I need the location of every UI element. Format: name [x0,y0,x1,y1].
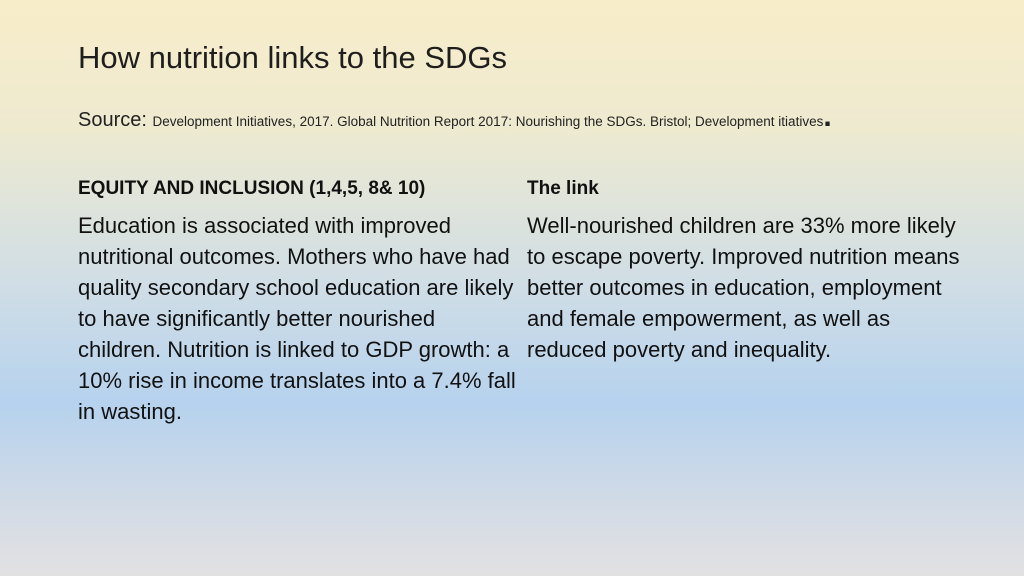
column-heading: EQUITY AND INCLUSION (1,4,5, 8& 10) [78,178,426,199]
left-column: EQUITY AND INCLUSION (1,4,5, 8& 10) Educ… [78,178,518,427]
column-heading: The link [527,178,599,199]
source-text: Development Initiatives, 2017. Global Nu… [152,114,824,129]
slide-title: How nutrition links to the SDGs [78,40,508,75]
source-label: Source: [78,109,147,131]
column-body: Education is associated with improved nu… [78,213,516,424]
column-body: Well-nourished children are 33% more lik… [527,213,960,362]
source-line: Source: Development Initiatives, 2017. G… [78,100,832,134]
source-end: . [823,100,832,133]
right-column: The link Well-nourished children are 33%… [527,178,967,365]
